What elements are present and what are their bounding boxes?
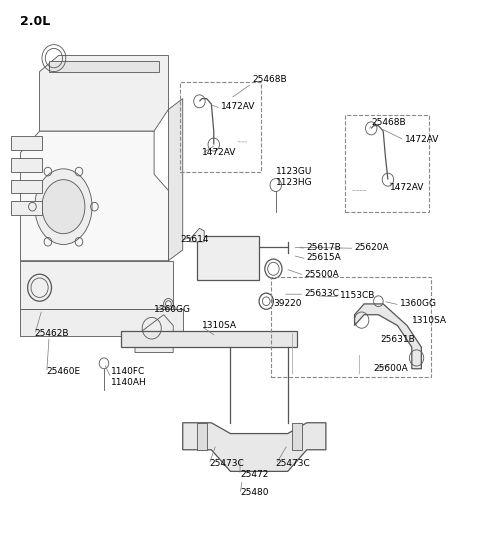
Bar bbox=[345, 115, 429, 212]
Text: 1140FC
1140AH: 1140FC 1140AH bbox=[111, 367, 147, 387]
Text: 25614: 25614 bbox=[180, 235, 209, 244]
Text: 25615A: 25615A bbox=[307, 254, 342, 262]
Text: 25633C: 25633C bbox=[304, 289, 339, 298]
Bar bbox=[180, 83, 262, 172]
Text: 1310SA: 1310SA bbox=[412, 315, 447, 325]
Text: 25480: 25480 bbox=[240, 489, 268, 497]
Text: 1472AV: 1472AV bbox=[405, 135, 439, 144]
Bar bbox=[11, 180, 42, 193]
Bar bbox=[11, 201, 42, 215]
Text: 1360GG: 1360GG bbox=[400, 299, 437, 308]
Polygon shape bbox=[39, 55, 168, 131]
Text: 39220: 39220 bbox=[274, 299, 302, 308]
Polygon shape bbox=[355, 304, 421, 369]
Text: 1472AV: 1472AV bbox=[202, 148, 236, 157]
Text: 25468B: 25468B bbox=[371, 118, 406, 128]
Ellipse shape bbox=[35, 169, 92, 244]
Bar bbox=[271, 277, 431, 377]
Text: 25620A: 25620A bbox=[355, 243, 389, 252]
Polygon shape bbox=[120, 331, 297, 347]
Text: 25460E: 25460E bbox=[47, 367, 81, 376]
Text: 1153CB: 1153CB bbox=[340, 291, 375, 300]
Text: 25468B: 25468B bbox=[252, 75, 287, 84]
Polygon shape bbox=[183, 423, 326, 471]
Polygon shape bbox=[190, 228, 204, 242]
Text: 25600A: 25600A bbox=[373, 364, 408, 373]
Text: 25462B: 25462B bbox=[35, 329, 69, 338]
Ellipse shape bbox=[42, 180, 85, 233]
Bar bbox=[11, 136, 42, 150]
Text: 1472AV: 1472AV bbox=[390, 184, 425, 192]
Bar bbox=[292, 423, 302, 450]
Text: 1123GU
1123HG: 1123GU 1123HG bbox=[276, 167, 312, 187]
Text: 25500A: 25500A bbox=[304, 270, 339, 279]
Polygon shape bbox=[21, 131, 168, 261]
Bar bbox=[11, 158, 42, 172]
Text: 25473C: 25473C bbox=[209, 459, 244, 468]
Text: 25617B: 25617B bbox=[307, 243, 342, 252]
Polygon shape bbox=[49, 61, 159, 72]
Bar bbox=[197, 236, 259, 280]
Text: 2.0L: 2.0L bbox=[21, 15, 51, 28]
Bar bbox=[21, 310, 183, 336]
Bar bbox=[21, 261, 173, 310]
Text: 1472AV: 1472AV bbox=[221, 102, 255, 111]
Polygon shape bbox=[135, 315, 173, 352]
Text: 25472: 25472 bbox=[240, 470, 268, 478]
Text: 25631B: 25631B bbox=[381, 334, 416, 344]
Text: 1310SA: 1310SA bbox=[202, 321, 237, 330]
Text: 25473C: 25473C bbox=[276, 459, 311, 468]
Polygon shape bbox=[168, 99, 183, 261]
Text: 1360GG: 1360GG bbox=[154, 305, 191, 314]
Bar bbox=[197, 423, 206, 450]
